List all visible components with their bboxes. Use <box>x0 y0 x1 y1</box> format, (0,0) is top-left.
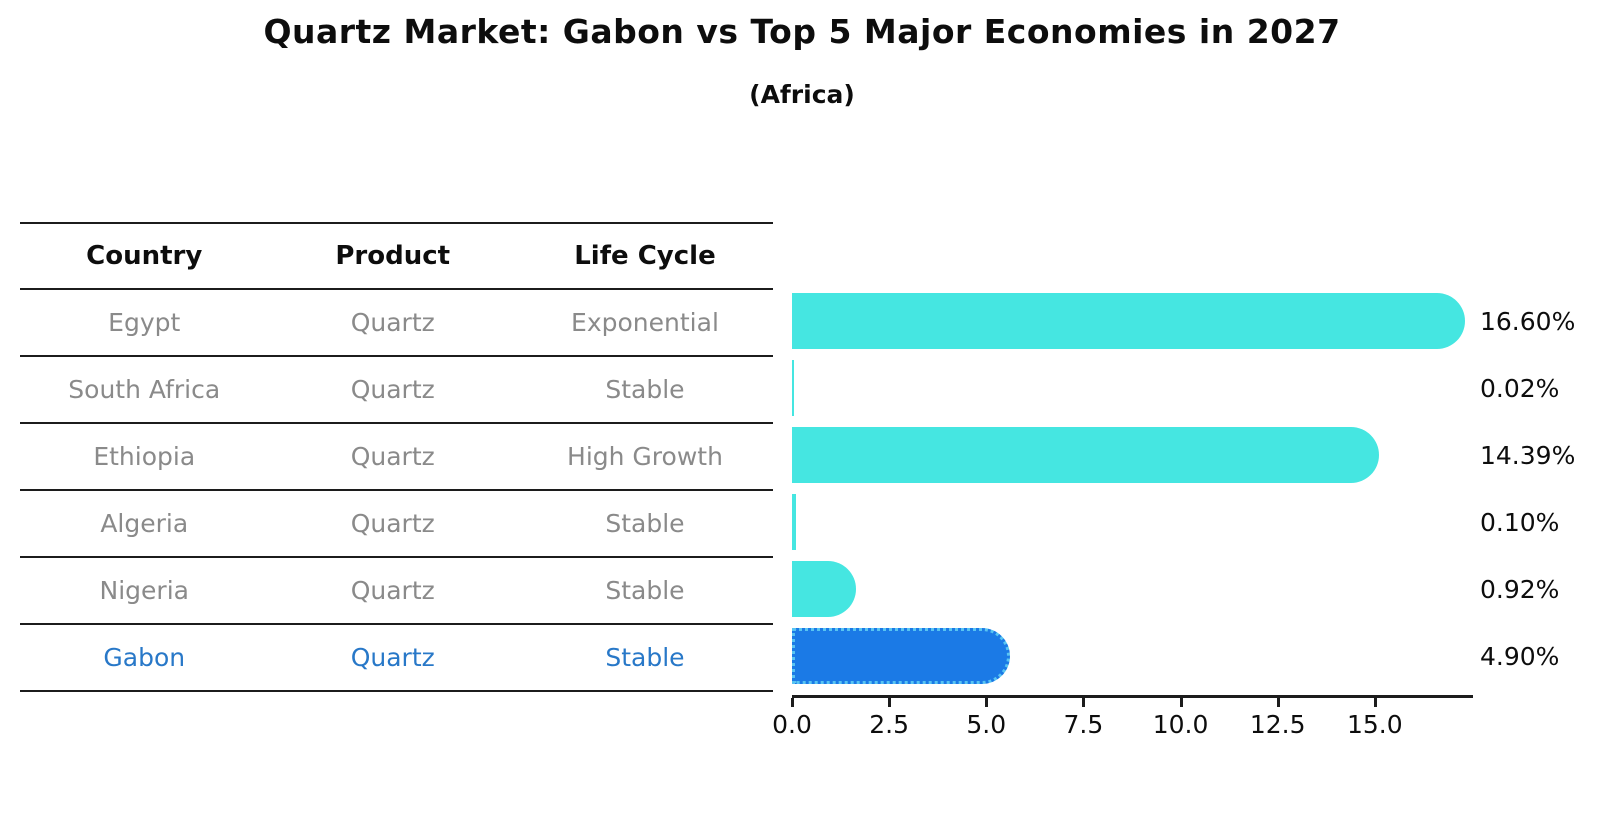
column-header-country: Country <box>86 241 203 271</box>
chart-title: Quartz Market: Gabon vs Top 5 Major Econ… <box>263 12 1341 51</box>
x-axis-tick-label: 7.5 <box>1063 710 1104 739</box>
cell-product: Quartz <box>350 442 435 471</box>
cell-life-cycle: Stable <box>605 509 685 538</box>
value-label-egypt: 16.60% <box>1480 307 1576 336</box>
x-axis-tick <box>1373 698 1377 707</box>
bar-plot <box>792 288 1472 690</box>
x-axis-tick <box>985 698 989 707</box>
x-axis-tick <box>1082 698 1086 707</box>
bar-row-gabon <box>792 623 1472 690</box>
cell-life-cycle: Stable <box>605 576 685 605</box>
bar-egypt <box>792 293 1466 349</box>
bar-row-ethiopia <box>792 422 1472 489</box>
bar-ethiopia <box>792 427 1380 483</box>
bar-algeria <box>792 494 796 550</box>
bar-row-algeria <box>792 489 1472 556</box>
x-axis-tick <box>791 698 794 707</box>
bar-row-south-africa <box>792 355 1472 422</box>
x-axis-line <box>792 695 1473 698</box>
chart-subtitle: (Africa) <box>749 80 855 109</box>
x-axis-tick-label: 2.5 <box>869 710 910 739</box>
table-row-egypt: Egypt Quartz Exponential <box>20 290 773 357</box>
cell-country: South Africa <box>68 375 221 404</box>
x-axis-tick-label: 15.0 <box>1347 710 1403 739</box>
cell-life-cycle: High Growth <box>567 442 723 471</box>
bar-row-egypt <box>792 288 1472 355</box>
table-row-gabon: Gabon Quartz Stable <box>20 625 773 692</box>
bar-nigeria <box>792 561 856 617</box>
cell-product: Quartz <box>350 509 435 538</box>
x-axis-tick-label: 0.0 <box>772 710 812 739</box>
cell-life-cycle: Stable <box>605 375 685 404</box>
x-axis-tick <box>888 698 892 707</box>
value-labels: 16.60% 0.02% 14.39% 0.10% 0.92% 4.90% <box>1480 288 1575 690</box>
cell-life-cycle: Exponential <box>571 308 719 337</box>
cell-country: Nigeria <box>99 576 189 605</box>
table-row-south-africa: South Africa Quartz Stable <box>20 357 773 424</box>
cell-country: Gabon <box>103 643 186 672</box>
value-label-nigeria: 0.92% <box>1480 575 1560 604</box>
table-row-ethiopia: Ethiopia Quartz High Growth <box>20 424 773 491</box>
cell-product: Quartz <box>350 576 435 605</box>
x-axis-tick-label: 5.0 <box>966 710 1007 739</box>
column-header-product: Product <box>335 241 451 271</box>
cell-life-cycle: Stable <box>605 643 685 672</box>
x-axis-tick <box>1276 698 1280 707</box>
value-label-gabon: 4.90% <box>1480 642 1560 671</box>
column-header-life-cycle: Life Cycle <box>574 241 716 271</box>
value-label-south-africa: 0.02% <box>1480 374 1560 403</box>
value-label-algeria: 0.10% <box>1480 508 1560 537</box>
bar-south-africa <box>792 360 794 416</box>
x-axis-ticks: 0.0 2.5 5.0 7.5 10.0 12.5 15.0 <box>772 698 1473 748</box>
country-table: Country Product Life Cycle Egypt Quartz … <box>20 222 773 692</box>
table-header-row: Country Product Life Cycle <box>20 224 773 290</box>
x-axis-tick-label: 12.5 <box>1249 710 1306 739</box>
bar-gabon <box>792 628 1011 684</box>
table-row-algeria: Algeria Quartz Stable <box>20 491 773 558</box>
x-axis-tick <box>1179 698 1183 707</box>
cell-product: Quartz <box>350 375 435 404</box>
x-axis-tick-label: 10.0 <box>1152 710 1209 739</box>
cell-product: Quartz <box>350 643 435 672</box>
cell-country: Egypt <box>108 308 181 337</box>
table-row-nigeria: Nigeria Quartz Stable <box>20 558 773 625</box>
cell-country: Algeria <box>100 509 189 538</box>
cell-product: Quartz <box>350 308 435 337</box>
value-label-ethiopia: 14.39% <box>1480 441 1576 470</box>
cell-country: Ethiopia <box>93 442 196 471</box>
bar-row-nigeria <box>792 556 1472 623</box>
